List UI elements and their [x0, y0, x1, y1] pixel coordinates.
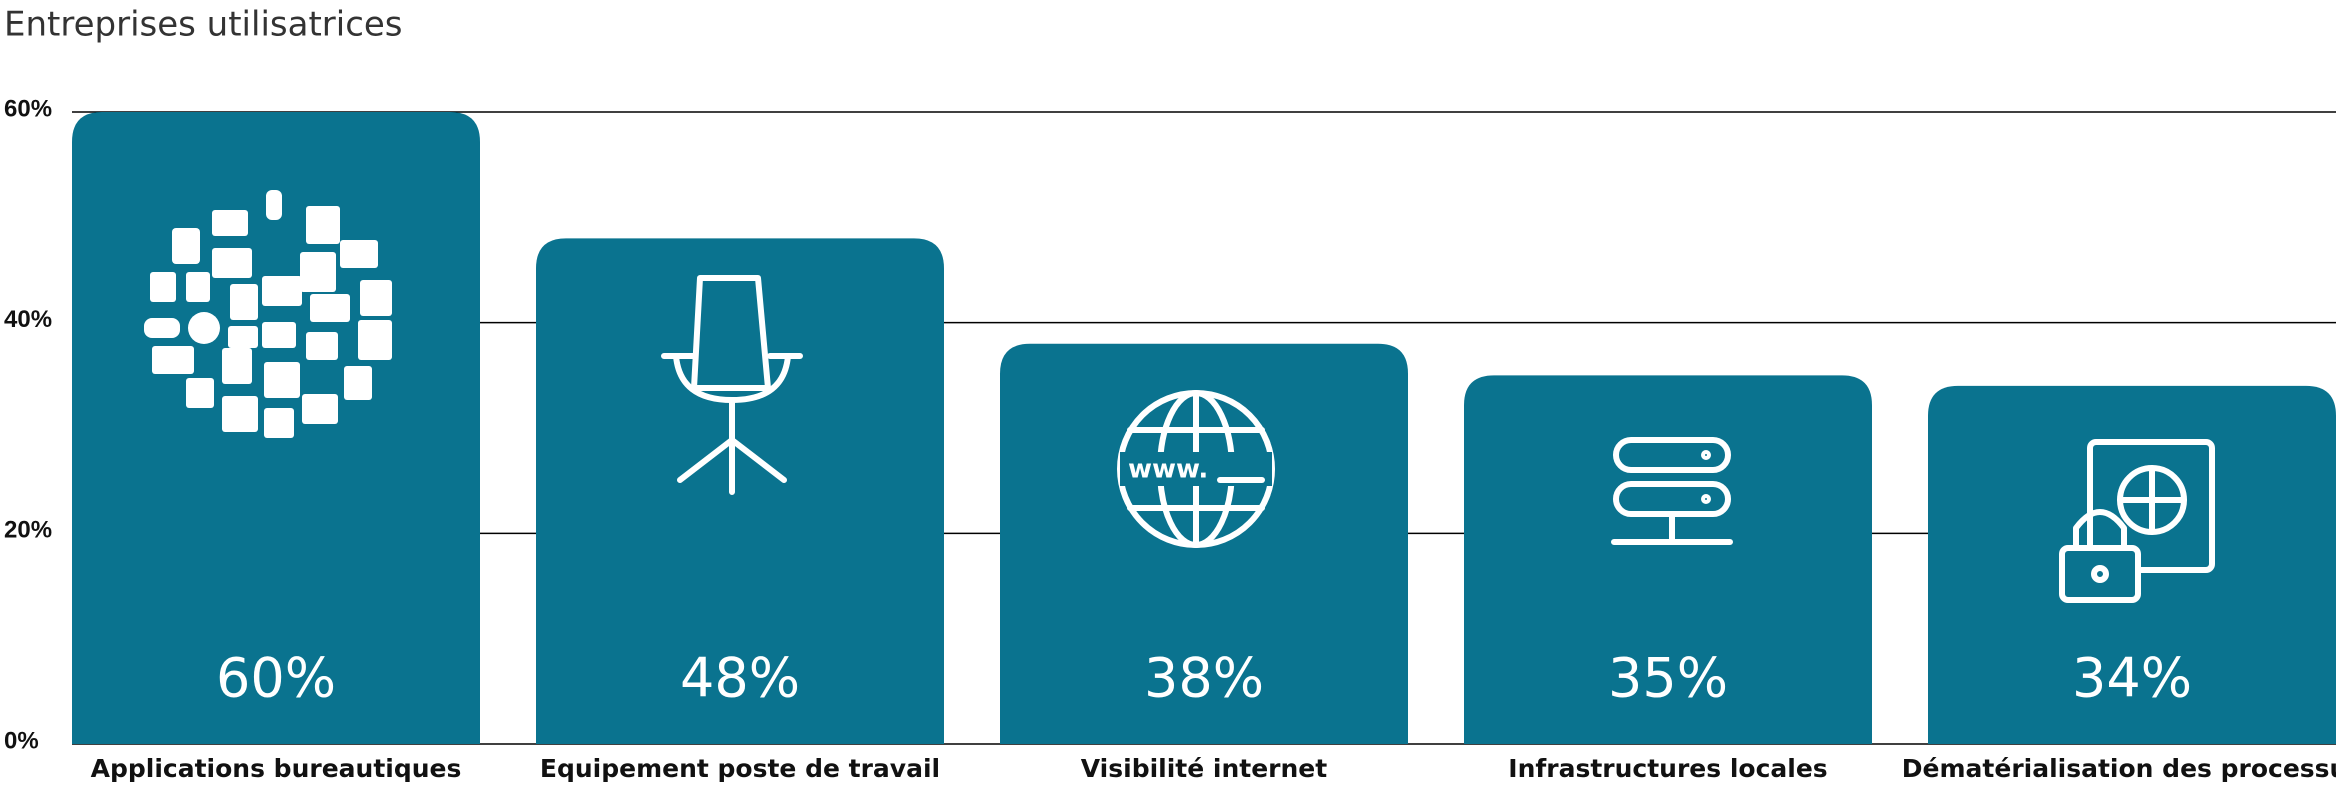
bar [1464, 375, 1872, 744]
x-tick-label: Infrastructures locales [1508, 754, 1827, 783]
icons: www. [144, 190, 2215, 603]
x-tick-label: Dématérialisation des processus [1902, 754, 2336, 783]
server-icon [1611, 437, 1733, 545]
office-icon [144, 190, 392, 438]
y-tick-label: 40% [4, 306, 52, 333]
value-label: 34% [2072, 647, 2192, 710]
chart-title: Entreprises utilisatrices [4, 5, 403, 45]
y-tick-label: 0% [4, 727, 39, 754]
bar [536, 238, 944, 744]
value-label: 35% [1608, 647, 1728, 710]
value-label: 38% [1144, 647, 1264, 710]
y-tick-label: 20% [4, 517, 52, 544]
labels: 0% 20% 40% 60% 60% Applications bureautiques 4… [4, 95, 2336, 783]
y-tick-label: 60% [4, 95, 52, 122]
svg-text:www.: www. [1128, 455, 1208, 485]
value-label: 48% [680, 647, 800, 710]
globe-icon: www. [1117, 390, 1275, 548]
x-tick-label: Visibilité internet [1081, 754, 1327, 783]
chair-icon [661, 275, 803, 495]
value-label: 60% [216, 647, 336, 710]
document-lock-icon [2059, 439, 2215, 603]
x-tick-label: Applications bureautiques [91, 754, 462, 783]
x-tick-label: Equipement poste de travail [540, 754, 940, 783]
